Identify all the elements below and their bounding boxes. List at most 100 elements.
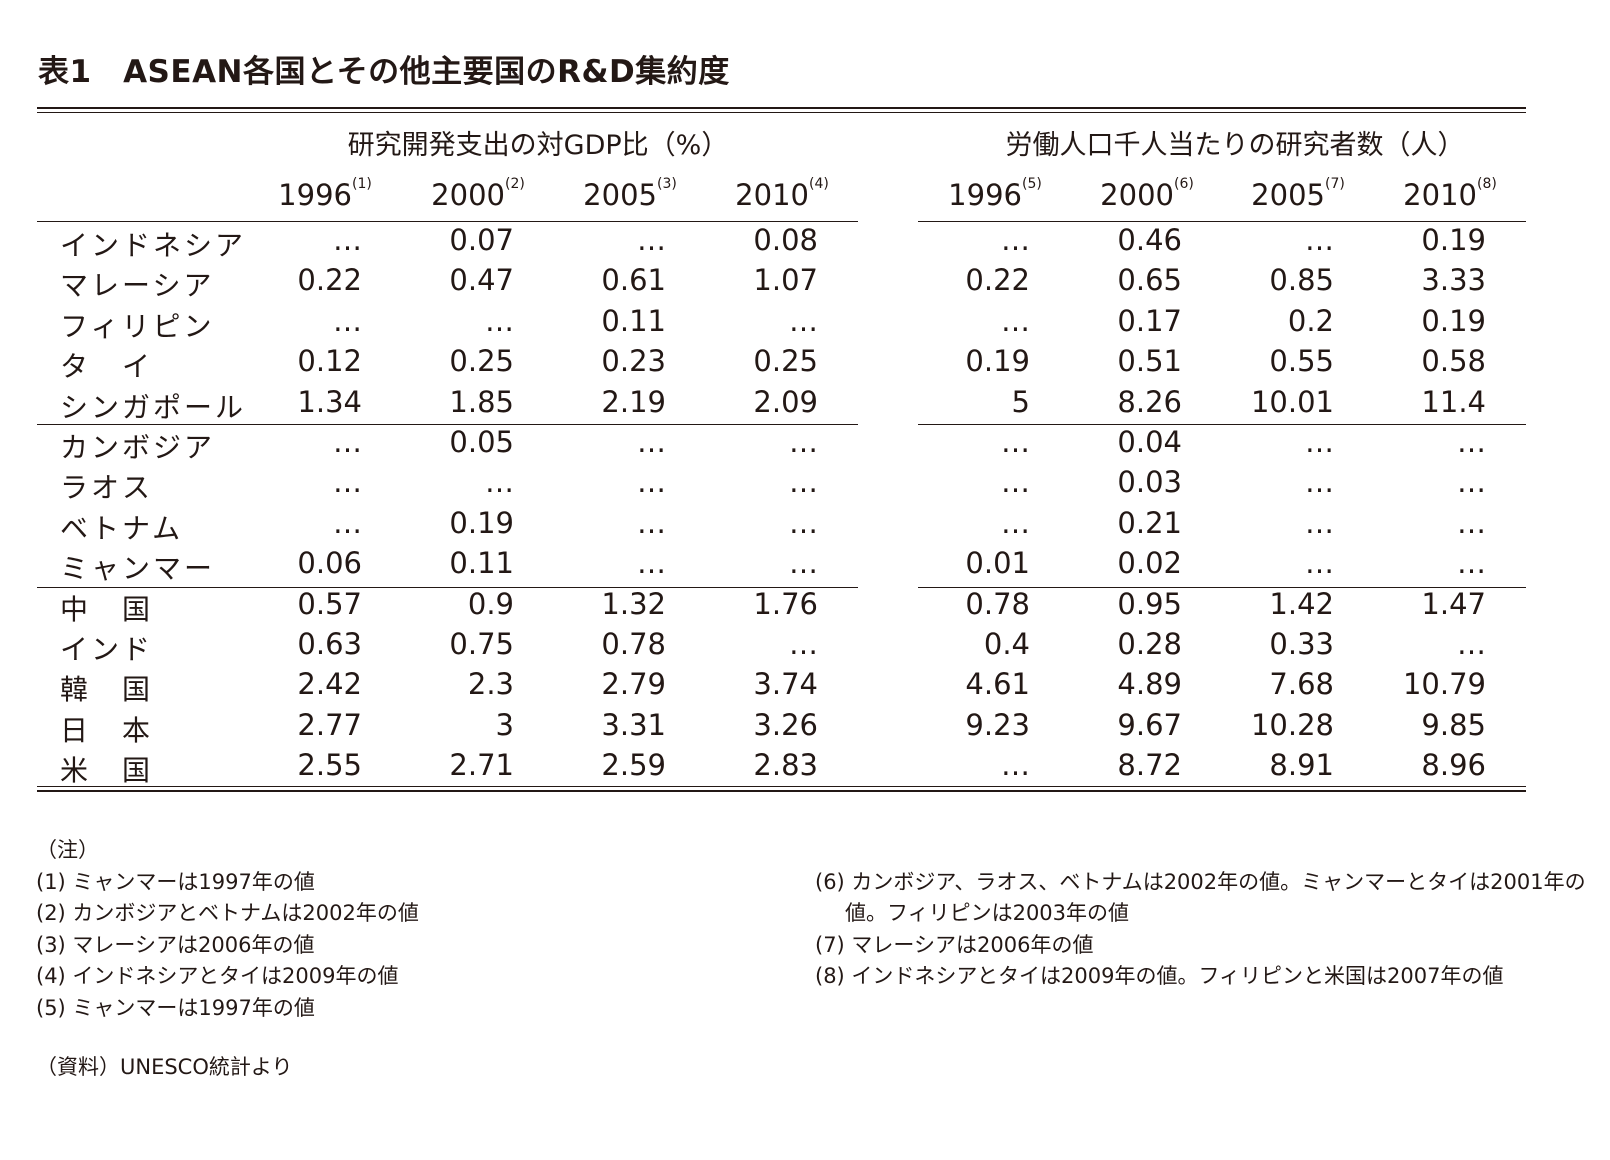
table-cell: 0.25 [449,344,514,379]
table-cell: 0.17 [1117,303,1182,338]
footnote-ref: (7) [1324,176,1345,192]
section-rule-right [918,424,1526,425]
table-cell: 0.4 [983,627,1030,661]
table-cell: … [637,465,666,500]
table-cell: … [637,425,666,459]
year-label: 2000 [431,178,505,212]
year-label: 2000 [1100,178,1174,212]
table-cell: 2.3 [467,667,514,702]
table-cell: 0.03 [1117,465,1182,500]
table-cell: 1.32 [601,586,666,621]
year-header: 2005(3) [583,176,677,212]
year-label: 1996 [948,178,1022,212]
table-cell: … [637,546,666,581]
header-rule-left [37,221,858,222]
table-cell: 2.77 [297,707,362,742]
section-rule-left [37,587,858,588]
table-cell: 0.78 [965,586,1030,621]
table-cell: … [1001,425,1030,459]
table-cell: 0.01 [965,546,1030,581]
note-item: (4) インドネシアとタイは2009年の値 [36,964,399,988]
table-cell: 0.47 [449,263,514,298]
table-cell: … [333,223,362,257]
table-cell: 0.25 [753,344,818,379]
table-cell: … [789,425,818,459]
table-cell: 0.75 [449,627,514,661]
table-cell: 3.74 [753,667,818,702]
country-label: ベトナム [60,511,184,545]
table-cell: … [789,505,818,540]
table-cell: 0.58 [1421,344,1486,379]
table-cell: … [1001,465,1030,500]
country-label: 日 本 [60,713,154,747]
table-cell: 3.33 [1421,263,1486,298]
table-cell: … [789,465,818,500]
table-cell: 2.83 [753,748,818,783]
table-cell: … [485,303,514,338]
table-cell: 2.79 [601,667,666,702]
table-cell: … [333,303,362,338]
table-cell: … [1305,505,1334,540]
country-label: カンボジア [60,431,216,464]
table-cell: … [1001,303,1030,338]
table-cell: … [637,505,666,540]
table-cell: 2.71 [449,748,514,783]
table-cell: 0.02 [1117,546,1182,581]
country-label: タ イ [60,350,154,384]
year-label: 2005 [583,178,657,212]
table-cell: 10.01 [1250,384,1334,419]
table-cell: 8.26 [1117,384,1182,419]
year-header: 1996(1) [278,176,372,212]
table-cell: 0.28 [1117,627,1182,661]
table-cell: 0.11 [601,303,666,338]
footnote-ref: (4) [808,176,829,192]
table-cell: 0.12 [297,344,362,379]
section-rule-left [37,424,858,425]
year-label: 2005 [1251,178,1325,212]
bottom-rule-inner [37,786,1526,787]
top-rule [37,107,1526,109]
source-note: （資料）UNESCO統計より [36,1055,293,1079]
table-cell: 0.19 [1421,303,1486,338]
table-cell: … [1457,505,1486,540]
year-label: 2010 [1403,178,1477,212]
table-cell: … [1001,748,1030,783]
note-item: (5) ミャンマーは1997年の値 [36,996,315,1020]
country-label: フィリピン [60,309,215,343]
country-label: ミャンマー [60,552,216,586]
table-cell: 3.26 [753,707,818,742]
table-cell: 0.08 [753,223,818,257]
table-cell: 0.19 [1421,223,1486,257]
note-item: (2) カンボジアとベトナムは2002年の値 [36,901,419,925]
table-cell: 0.22 [965,263,1030,298]
footnote-ref: (1) [351,176,372,192]
table-cell: 2.55 [297,748,362,783]
table-cell: 1.47 [1421,586,1486,621]
note-item-continued: 値。フィリピンは2003年の値 [845,901,1130,925]
year-header: 1996(5) [948,176,1042,212]
table-cell: 8.91 [1269,748,1334,783]
country-label: マレーシア [60,269,215,303]
footnote-ref: (3) [656,176,677,192]
table-cell: … [333,505,362,540]
table-cell: 0.07 [449,223,514,257]
country-label: インド [60,633,154,666]
table-cell: 0.55 [1269,344,1334,379]
table-cell: 9.67 [1117,707,1182,742]
table-cell: 2.09 [753,384,818,419]
country-label: 中 国 [60,592,154,626]
footnote-ref: (5) [1021,176,1042,192]
table-cell: … [333,425,362,459]
note-item: (6) カンボジア、ラオス、ベトナムは2002年の値。ミャンマーとタイは2001… [815,870,1586,894]
table-cell: 4.61 [965,667,1030,702]
table-cell: 0.85 [1269,263,1334,298]
table-cell: 1.07 [753,263,818,298]
header-rule-right [918,221,1526,222]
note-item: (3) マレーシアは2006年の値 [36,933,315,957]
year-label: 1996 [278,178,352,212]
year-header: 2010(4) [735,176,829,212]
table-cell: 0.46 [1117,223,1182,257]
table-cell: 9.23 [965,707,1030,742]
group-header-researchers: 労働人口千人当たりの研究者数（人） [1005,130,1465,161]
